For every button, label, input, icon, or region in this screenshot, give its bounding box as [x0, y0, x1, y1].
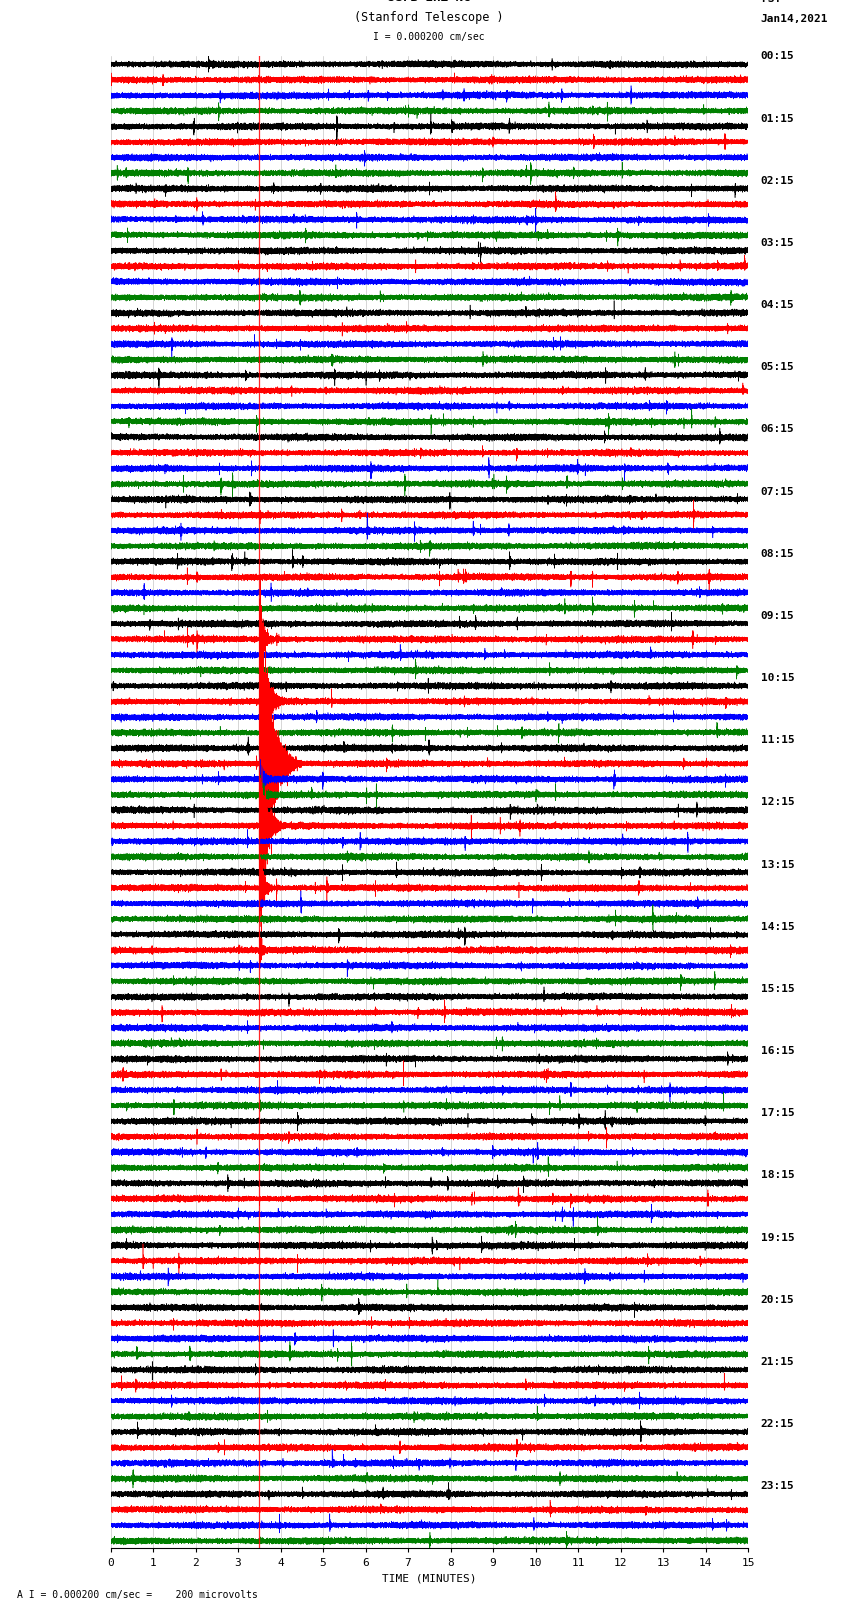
Text: 04:15: 04:15 — [761, 300, 795, 310]
Text: JSFB EHZ NC: JSFB EHZ NC — [388, 0, 471, 5]
Text: 09:15: 09:15 — [761, 611, 795, 621]
Text: 19:15: 19:15 — [761, 1232, 795, 1242]
Text: 14:15: 14:15 — [761, 921, 795, 932]
Text: 05:15: 05:15 — [761, 363, 795, 373]
Text: 22:15: 22:15 — [761, 1419, 795, 1429]
Text: 15:15: 15:15 — [761, 984, 795, 994]
Text: 11:15: 11:15 — [761, 736, 795, 745]
Text: I = 0.000200 cm/sec: I = 0.000200 cm/sec — [373, 32, 485, 42]
Text: 23:15: 23:15 — [761, 1481, 795, 1492]
X-axis label: TIME (MINUTES): TIME (MINUTES) — [382, 1573, 477, 1582]
Text: 13:15: 13:15 — [761, 860, 795, 869]
Text: 02:15: 02:15 — [761, 176, 795, 185]
Text: PST: PST — [761, 0, 781, 5]
Text: 21:15: 21:15 — [761, 1357, 795, 1366]
Text: 10:15: 10:15 — [761, 673, 795, 684]
Text: 18:15: 18:15 — [761, 1171, 795, 1181]
Text: 16:15: 16:15 — [761, 1047, 795, 1057]
Text: 20:15: 20:15 — [761, 1295, 795, 1305]
Text: A I = 0.000200 cm/sec =    200 microvolts: A I = 0.000200 cm/sec = 200 microvolts — [17, 1590, 258, 1600]
Text: 01:15: 01:15 — [761, 113, 795, 124]
Text: 17:15: 17:15 — [761, 1108, 795, 1118]
Text: 03:15: 03:15 — [761, 239, 795, 248]
Text: 12:15: 12:15 — [761, 797, 795, 808]
Text: 07:15: 07:15 — [761, 487, 795, 497]
Text: 08:15: 08:15 — [761, 548, 795, 558]
Text: Jan14,2021: Jan14,2021 — [761, 13, 828, 24]
Text: 00:15: 00:15 — [761, 52, 795, 61]
Text: (Stanford Telescope ): (Stanford Telescope ) — [354, 11, 504, 24]
Text: 06:15: 06:15 — [761, 424, 795, 434]
